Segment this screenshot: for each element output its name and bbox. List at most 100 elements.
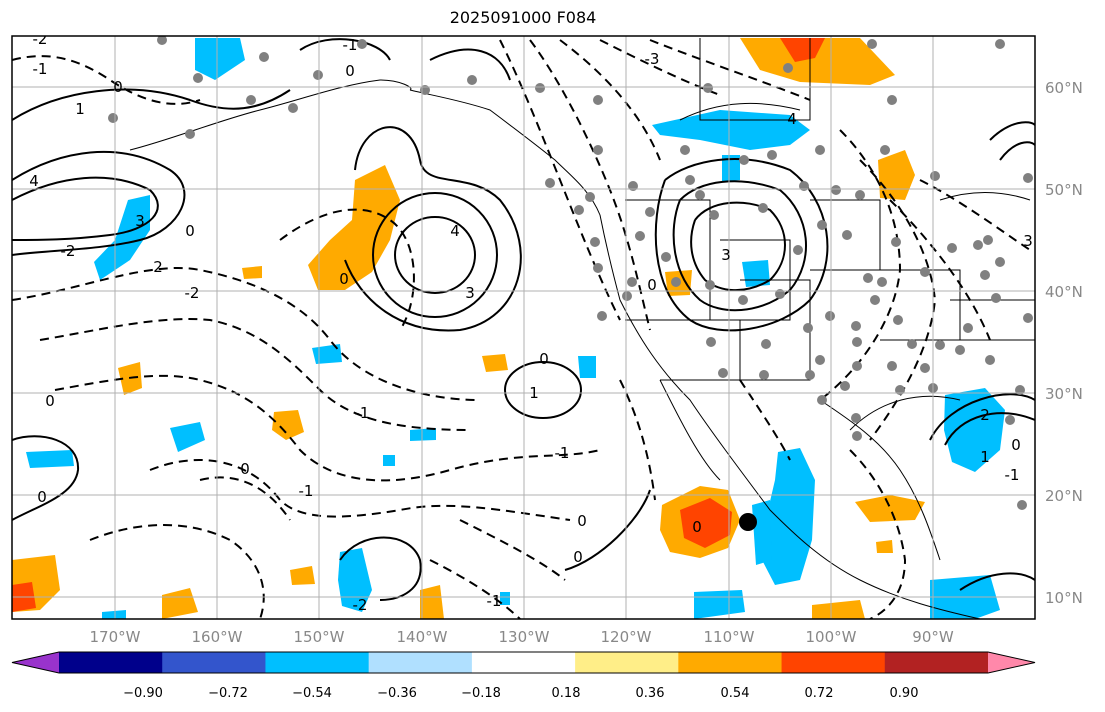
station-dot — [920, 267, 930, 277]
station-dot — [817, 395, 827, 405]
station-dot — [891, 237, 901, 247]
negative-anomaly — [26, 450, 74, 468]
lat-label: 60°N — [1045, 79, 1083, 97]
station-dot — [870, 295, 880, 305]
contour-label: -1 — [299, 482, 314, 500]
negative-anomaly — [94, 195, 150, 280]
station-dot — [635, 231, 645, 241]
station-dot — [761, 339, 771, 349]
station-dot — [947, 243, 957, 253]
negative-anomaly — [578, 356, 596, 378]
station-dot — [685, 175, 695, 185]
station-dot — [880, 145, 890, 155]
station-dot — [805, 370, 815, 380]
station-dot — [288, 103, 298, 113]
station-dot — [574, 205, 584, 215]
station-dot — [855, 190, 865, 200]
station-dot — [783, 63, 793, 73]
station-dot — [930, 171, 940, 181]
station-dot — [246, 95, 256, 105]
station-dot — [695, 190, 705, 200]
positive-anomaly — [482, 354, 508, 372]
positive-anomaly — [855, 495, 925, 522]
solid-contours — [12, 38, 1035, 601]
station-dot — [840, 381, 850, 391]
plot-title: 2025091000 F084 — [449, 8, 597, 27]
station-dot — [842, 230, 852, 240]
colorbar-segment — [884, 652, 989, 673]
contour-label: 4 — [787, 110, 797, 128]
station-dot — [793, 245, 803, 255]
colorbar-tick-label: 0.72 — [805, 686, 834, 701]
negative-anomaly — [170, 422, 205, 452]
station-dot — [877, 277, 887, 287]
storm-center-marker — [739, 513, 757, 531]
lon-label: 160°W — [192, 628, 243, 646]
lat-label: 40°N — [1045, 283, 1083, 301]
lon-label: 110°W — [704, 628, 755, 646]
station-dot — [738, 295, 748, 305]
contour-label: 1 — [980, 448, 990, 466]
station-dot — [983, 235, 993, 245]
station-dot — [980, 270, 990, 280]
contour-label: 4 — [450, 222, 460, 240]
negative-anomaly — [338, 548, 372, 612]
station-dot — [1023, 173, 1033, 183]
longitude-labels: 170°W 160°W 150°W 140°W 130°W 120°W 110°… — [90, 628, 954, 646]
colorbar-segment — [781, 652, 886, 673]
positive-anomaly — [290, 566, 315, 585]
station-dot — [590, 237, 600, 247]
station-dot — [645, 207, 655, 217]
lat-label: 20°N — [1045, 487, 1083, 505]
station-dot — [758, 203, 768, 213]
colorbar-extend-high — [988, 652, 1035, 673]
colorbar-ticks: −0.90 −0.72 −0.54 −0.36 −0.18 0.18 0.36 … — [123, 686, 918, 701]
station-dot — [852, 337, 862, 347]
negative-anomaly — [102, 610, 126, 619]
station-dot — [815, 145, 825, 155]
contour-label: -1 — [33, 60, 48, 78]
station-dot — [718, 368, 728, 378]
station-dot — [1023, 313, 1033, 323]
station-dot — [1017, 500, 1027, 510]
station-dot — [709, 210, 719, 220]
station-dot — [593, 263, 603, 273]
station-dot — [545, 178, 555, 188]
contour-label: -3 — [645, 50, 660, 68]
positive-anomaly-strong — [680, 498, 732, 548]
colorbar-tick-label: −0.90 — [123, 686, 163, 701]
lon-label: 150°W — [294, 628, 345, 646]
station-dot — [831, 185, 841, 195]
colorbar-segment — [162, 652, 266, 673]
negative-anomaly — [722, 155, 740, 182]
station-dot — [703, 83, 713, 93]
station-dot — [767, 150, 777, 160]
colorbar-outline — [11, 651, 1036, 674]
contour-label: 0 — [113, 78, 123, 96]
positive-anomaly — [740, 38, 895, 85]
negative-anomaly — [762, 448, 815, 585]
station-dot — [259, 52, 269, 62]
lat-label: 30°N — [1045, 385, 1083, 403]
latitude-labels: 60°N 50°N 40°N 30°N 20°N 10°N — [1045, 79, 1083, 607]
colorbar-extend-low — [12, 652, 59, 673]
positive-anomaly — [272, 410, 304, 440]
station-dot — [467, 75, 477, 85]
lat-label: 50°N — [1045, 181, 1083, 199]
station-dot — [887, 361, 897, 371]
station-dot — [851, 321, 861, 331]
station-dot — [705, 280, 715, 290]
station-dot — [973, 240, 983, 250]
contour-label: 0 — [45, 392, 55, 410]
colorbar-segment — [368, 652, 473, 673]
contour-label: 0 — [577, 512, 587, 530]
map-frame — [11, 35, 1036, 620]
colorbar-segment — [678, 652, 783, 673]
contour-label: 0 — [240, 460, 250, 478]
contour-label: 2 — [153, 258, 163, 276]
colorbar-tick-label: 0.36 — [636, 686, 665, 701]
colorbar-segment — [265, 652, 370, 673]
colorbar-segment — [575, 652, 679, 673]
station-dot — [597, 311, 607, 321]
